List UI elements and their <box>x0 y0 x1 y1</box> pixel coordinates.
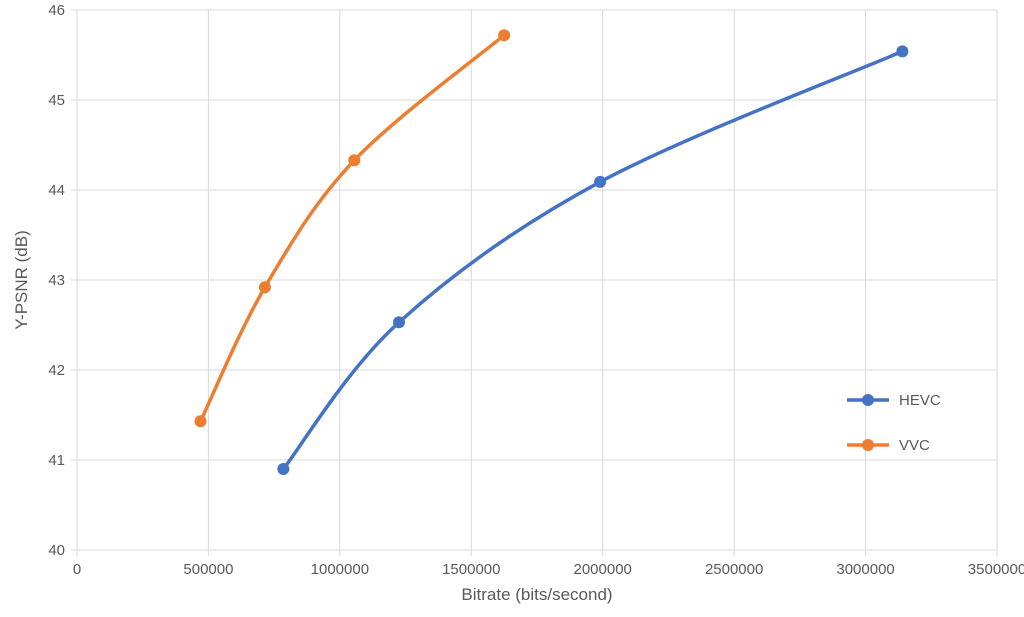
x-tick-label: 2000000 <box>574 561 632 578</box>
legend-label-vvc: VVC <box>899 437 930 454</box>
x-tick-label: 0 <box>73 561 81 578</box>
series-marker-hevc <box>896 45 908 57</box>
y-tick-label: 42 <box>48 362 65 379</box>
y-tick-label: 40 <box>48 542 65 559</box>
x-tick-label: 3500000 <box>968 561 1024 578</box>
series-line-vvc <box>201 35 505 421</box>
chart-svg: 0 500000 1000000 1500000 2000000 2500000 30000… <box>0 0 1024 617</box>
chart-container: 0 500000 1000000 1500000 2000000 2500000 30000… <box>0 0 1024 617</box>
y-axis-label: Y-PSNR (dB) <box>12 230 31 330</box>
x-tick-label: 500000 <box>183 561 233 578</box>
y-tick-label: 46 <box>48 2 65 19</box>
x-axis-label: Bitrate (bits/second) <box>461 585 612 604</box>
x-tick-label: 2500000 <box>705 561 763 578</box>
series-marker-vvc <box>498 29 510 41</box>
legend-marker-hevc <box>862 394 874 406</box>
legend-marker-vvc <box>862 439 874 451</box>
series-line-hevc <box>283 51 902 469</box>
y-tick-label: 45 <box>48 92 65 109</box>
series-marker-vvc <box>259 281 271 293</box>
y-tick-label: 43 <box>48 272 65 289</box>
y-tick-label: 41 <box>48 452 65 469</box>
x-tick-label: 1000000 <box>311 561 369 578</box>
legend-label-hevc: HEVC <box>899 392 941 409</box>
x-tick-label: 3000000 <box>836 561 894 578</box>
series-marker-hevc <box>393 316 405 328</box>
series-marker-hevc <box>594 176 606 188</box>
x-tick-label: 1500000 <box>442 561 500 578</box>
y-tick-label: 44 <box>48 182 65 199</box>
series-marker-hevc <box>277 463 289 475</box>
series-marker-vvc <box>195 415 207 427</box>
series-marker-vvc <box>348 154 360 166</box>
